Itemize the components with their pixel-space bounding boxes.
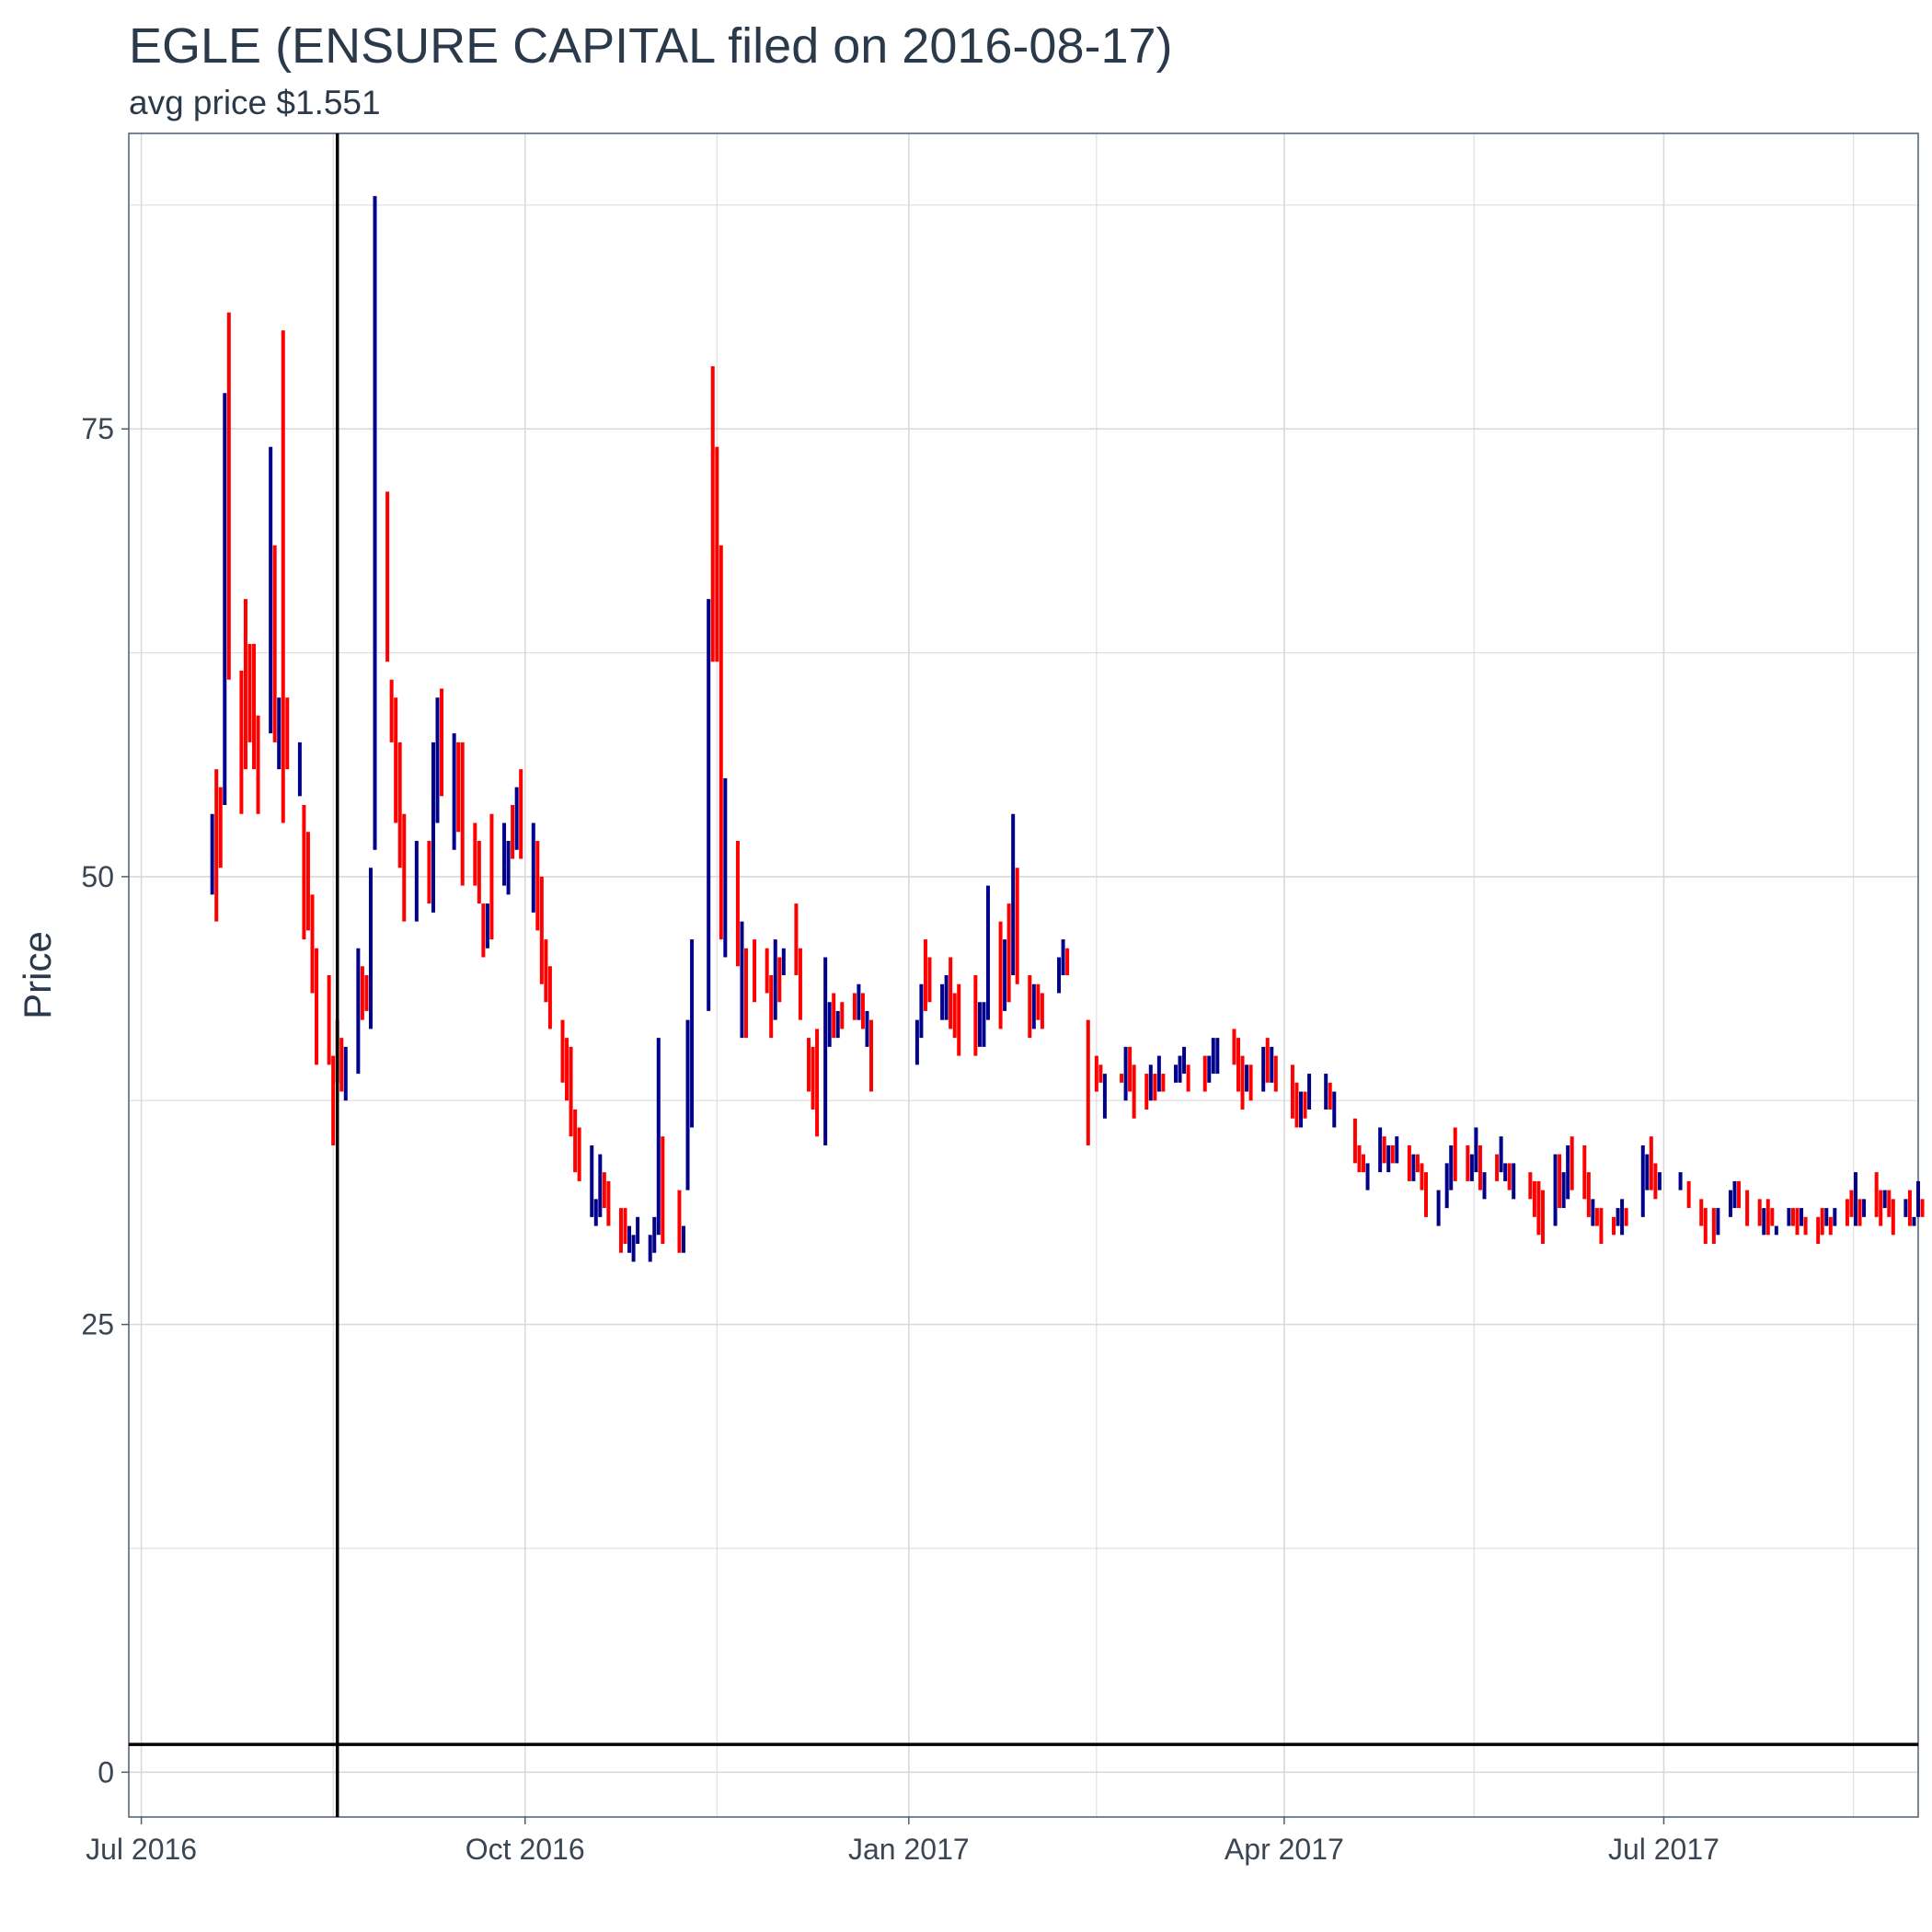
y-tick-label: 0 xyxy=(98,1755,114,1788)
x-tick-label: Jul 2016 xyxy=(86,1833,197,1866)
y-tick-label: 50 xyxy=(81,860,114,893)
plot-border xyxy=(128,132,1919,1818)
x-tick-label: Jul 2017 xyxy=(1608,1833,1719,1866)
x-tick-label: Jan 2017 xyxy=(848,1833,970,1866)
chart-title: EGLE (ENSURE CAPITAL filed on 2016-08-17… xyxy=(129,18,1173,74)
x-tick-label: Oct 2016 xyxy=(466,1833,585,1866)
chart-subtitle: avg price $1.551 xyxy=(129,84,381,121)
y-axis-label: Price xyxy=(16,931,59,1019)
y-tick-label: 75 xyxy=(81,412,114,445)
plot-area: 0 25 50 75 Jul 2016 Oct 2016 Jan 2017 Apr 2017 J… xyxy=(81,132,1925,1866)
x-tick-label: Apr 2017 xyxy=(1225,1833,1344,1866)
y-tick-label: 25 xyxy=(81,1308,114,1341)
